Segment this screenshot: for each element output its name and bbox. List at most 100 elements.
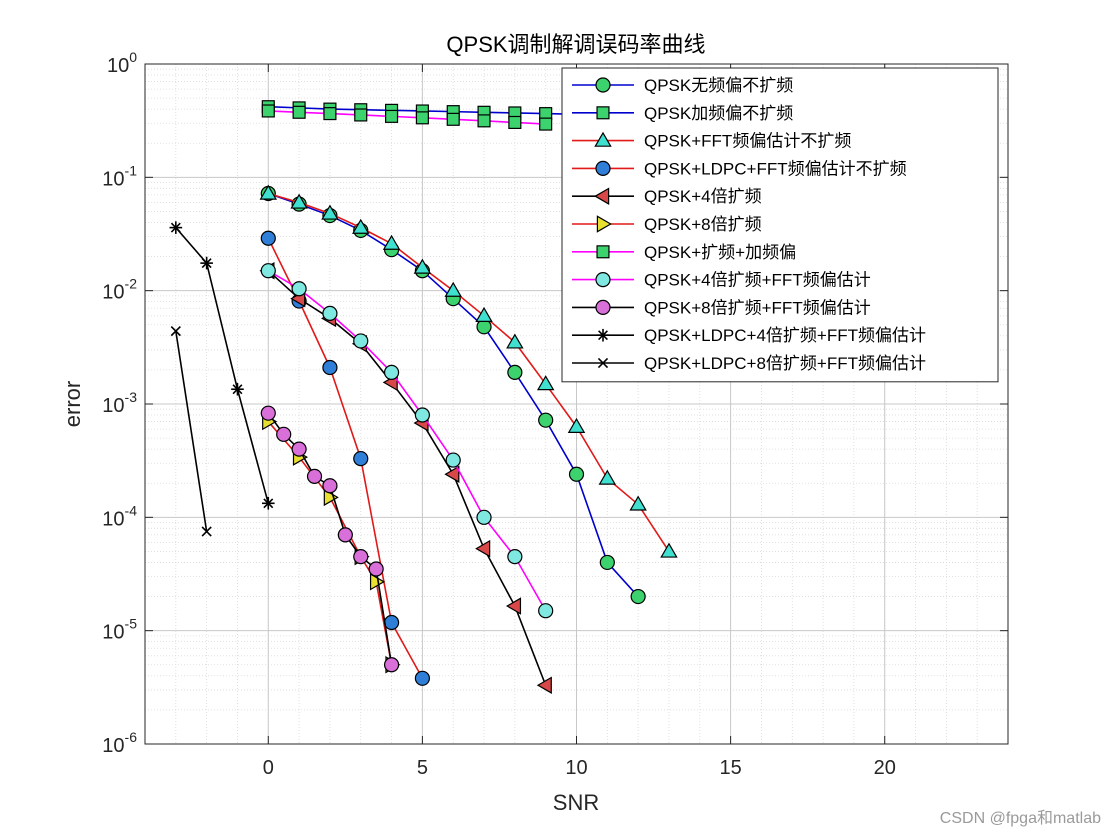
- data-point-marker: [539, 117, 553, 131]
- data-point-marker: [567, 417, 586, 433]
- data-point-marker: [595, 77, 611, 93]
- data-point-marker: [660, 542, 678, 558]
- series-10: [170, 325, 212, 537]
- watermark: CSDN @fpga和matlab: [939, 810, 1101, 827]
- data-point-marker: [444, 281, 462, 297]
- data-point-marker: [596, 328, 610, 342]
- legend-entry: QPSK+LDPC+4倍扩频+FFT频偏估计: [572, 326, 926, 345]
- data-point-marker: [414, 670, 430, 686]
- legend-label: QPSK+4倍扩频+FFT频偏估计: [644, 271, 871, 290]
- data-point-marker: [261, 496, 275, 510]
- y-tick-label: 10-5: [102, 616, 137, 644]
- legend-entry: QPSK+LDPC+FFT频偏估计不扩频: [572, 159, 907, 178]
- y-tick-label: 10-1: [102, 162, 137, 190]
- data-point-marker: [353, 450, 369, 467]
- data-point-marker: [306, 468, 323, 484]
- legend-entry: QPSK无频偏不扩频: [572, 76, 793, 95]
- data-point-marker: [383, 657, 400, 673]
- data-point-marker: [505, 597, 522, 615]
- data-point-marker: [170, 325, 181, 337]
- data-point-marker: [596, 245, 610, 259]
- y-axis-label: error: [60, 381, 85, 427]
- data-point-marker: [538, 603, 554, 619]
- data-point-marker: [629, 495, 647, 511]
- data-point-marker: [260, 405, 276, 421]
- data-point-marker: [594, 131, 612, 147]
- legend: QPSK无频偏不扩频 QPSK加频偏不扩频 QPSK+FFT频偏估计不扩频 QPSK+…: [561, 67, 999, 383]
- data-point-marker: [291, 441, 307, 457]
- legend-label: QPSK无频偏不扩频: [644, 76, 793, 95]
- data-point-marker: [323, 488, 339, 507]
- data-point-marker: [354, 108, 368, 122]
- data-point-marker: [536, 676, 552, 694]
- legend-entry: QPSK+FFT频偏估计不扩频: [572, 132, 851, 151]
- data-point-marker: [594, 187, 610, 205]
- data-point-marker: [445, 452, 461, 468]
- data-point-marker: [444, 465, 460, 483]
- data-point-marker: [446, 112, 460, 126]
- data-point-marker: [475, 306, 493, 323]
- data-point-marker: [595, 160, 611, 176]
- legend-entry: QPSK+8倍扩频+FFT频偏估计: [572, 298, 871, 317]
- data-point-marker: [353, 549, 369, 565]
- x-tick-label: 15: [719, 757, 741, 779]
- data-point-marker: [368, 561, 384, 577]
- data-point-marker: [630, 588, 646, 605]
- y-tick-label: 100: [107, 49, 137, 77]
- data-point-marker: [382, 234, 401, 250]
- legend-label: QPSK+8倍扩频+FFT频偏估计: [644, 298, 871, 317]
- x-axis-label: SNR: [553, 790, 599, 815]
- data-point-marker: [259, 184, 278, 200]
- data-point-marker: [201, 526, 212, 537]
- data-point-marker: [261, 104, 275, 118]
- data-point-marker: [337, 527, 353, 543]
- data-point-marker: [352, 218, 370, 234]
- series-9: [169, 221, 275, 510]
- data-point-marker: [475, 539, 491, 558]
- data-point-marker: [322, 478, 338, 494]
- legend-entry: QPSK+4倍扩频: [572, 187, 762, 206]
- legend-entry: QPSK+LDPC+8倍扩频+FFT频偏估计: [572, 354, 926, 373]
- data-point-marker: [292, 105, 306, 119]
- data-point-marker: [169, 221, 183, 234]
- data-point-marker: [260, 230, 276, 246]
- data-point-marker: [596, 106, 610, 120]
- y-tick-label: 10-2: [102, 276, 137, 304]
- data-point-marker: [415, 111, 429, 125]
- data-point-marker: [596, 215, 612, 233]
- data-point-marker: [414, 407, 430, 423]
- x-tick-label: 10: [565, 757, 587, 779]
- data-point-marker: [508, 115, 522, 129]
- y-tick-label: 10-6: [102, 729, 137, 757]
- data-point-marker: [200, 256, 213, 270]
- legend-entry: QPSK加频偏不扩频: [572, 104, 793, 123]
- legend-box: [561, 67, 999, 383]
- data-point-marker: [599, 554, 615, 571]
- legend-entry: QPSK+4倍扩频+FFT频偏估计: [572, 271, 871, 290]
- series-line: [175, 227, 270, 504]
- data-point-marker: [323, 107, 337, 121]
- series-line: [175, 330, 208, 532]
- data-point-marker: [598, 469, 617, 485]
- x-tick-label: 5: [417, 757, 428, 779]
- data-point-marker: [595, 272, 611, 288]
- legend-label: QPSK+LDPC+4倍扩频+FFT频偏估计: [644, 326, 926, 345]
- data-point-marker: [260, 263, 276, 279]
- data-point-marker: [322, 305, 338, 322]
- data-point-marker: [276, 426, 292, 442]
- chart-title: QPSK调制解调误码率曲线: [446, 32, 705, 57]
- legend-label: QPSK+扩频+加频偏: [644, 243, 796, 262]
- series-line: [267, 270, 547, 686]
- data-point-marker: [353, 333, 369, 349]
- data-point-marker: [507, 364, 523, 381]
- data-point-marker: [506, 333, 524, 349]
- data-point-marker: [538, 412, 554, 428]
- data-point-marker: [291, 281, 307, 297]
- y-tick-label: 10-4: [102, 502, 137, 530]
- legend-entry: QPSK+扩频+加频偏: [572, 243, 796, 262]
- legend-label: QPSK+4倍扩频: [644, 187, 762, 206]
- legend-entry: QPSK+8倍扩频: [572, 215, 762, 234]
- data-point-marker: [290, 193, 308, 209]
- data-point-marker: [477, 114, 491, 128]
